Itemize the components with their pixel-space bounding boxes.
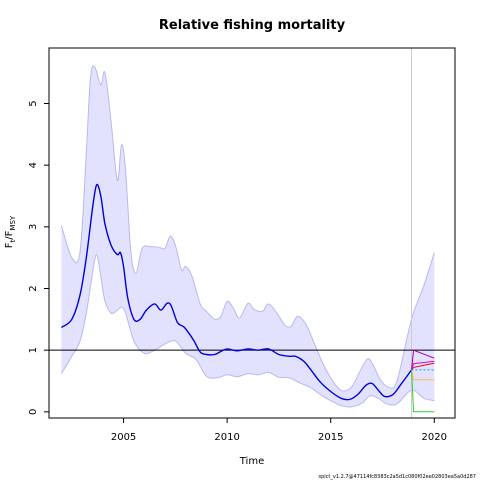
- x-tick-label: 2015: [318, 432, 343, 443]
- footer-note: spict_v1.2.7@47114fc8383c2a5d1c080f02ee0…: [319, 474, 477, 480]
- y-axis-label: Ft/FMSY: [4, 215, 17, 248]
- chart-title: Relative fishing mortality: [159, 18, 346, 33]
- y-label-sub-t: t: [9, 239, 17, 242]
- y-tick-label: 2: [28, 285, 39, 291]
- y-tick-label: 3: [28, 224, 39, 230]
- y-label-slash: /F: [4, 230, 15, 239]
- y-tick-label: 1: [28, 347, 39, 353]
- y-label-f: F: [4, 242, 15, 248]
- forecast-line-6: [411, 369, 435, 413]
- plot-frame: [48, 47, 456, 419]
- band-upper-line: [60, 65, 435, 392]
- forecast-line-3: [411, 360, 435, 371]
- x-tick-label: 2010: [214, 432, 239, 443]
- forecast-line-5: [411, 369, 435, 381]
- x-tick-label: 2005: [111, 432, 136, 443]
- x-tick-label: 2020: [422, 432, 447, 443]
- axes: 2005 2010 2015 2020 0 1 2 3 4 5: [28, 47, 456, 443]
- band-fill: [61, 65, 435, 408]
- y-tick-label: 4: [28, 162, 39, 168]
- estimate-line: [60, 183, 413, 401]
- x-axis-label: Time: [239, 456, 264, 467]
- y-tick-label: 0: [28, 409, 39, 415]
- series-lines: [49, 48, 455, 418]
- y-label-sub-msy: MSY: [9, 215, 17, 230]
- confidence-band: [60, 65, 435, 408]
- forecast-line-1: [411, 349, 435, 370]
- y-tick-label: 5: [28, 100, 39, 106]
- band-lower-line: [60, 254, 435, 408]
